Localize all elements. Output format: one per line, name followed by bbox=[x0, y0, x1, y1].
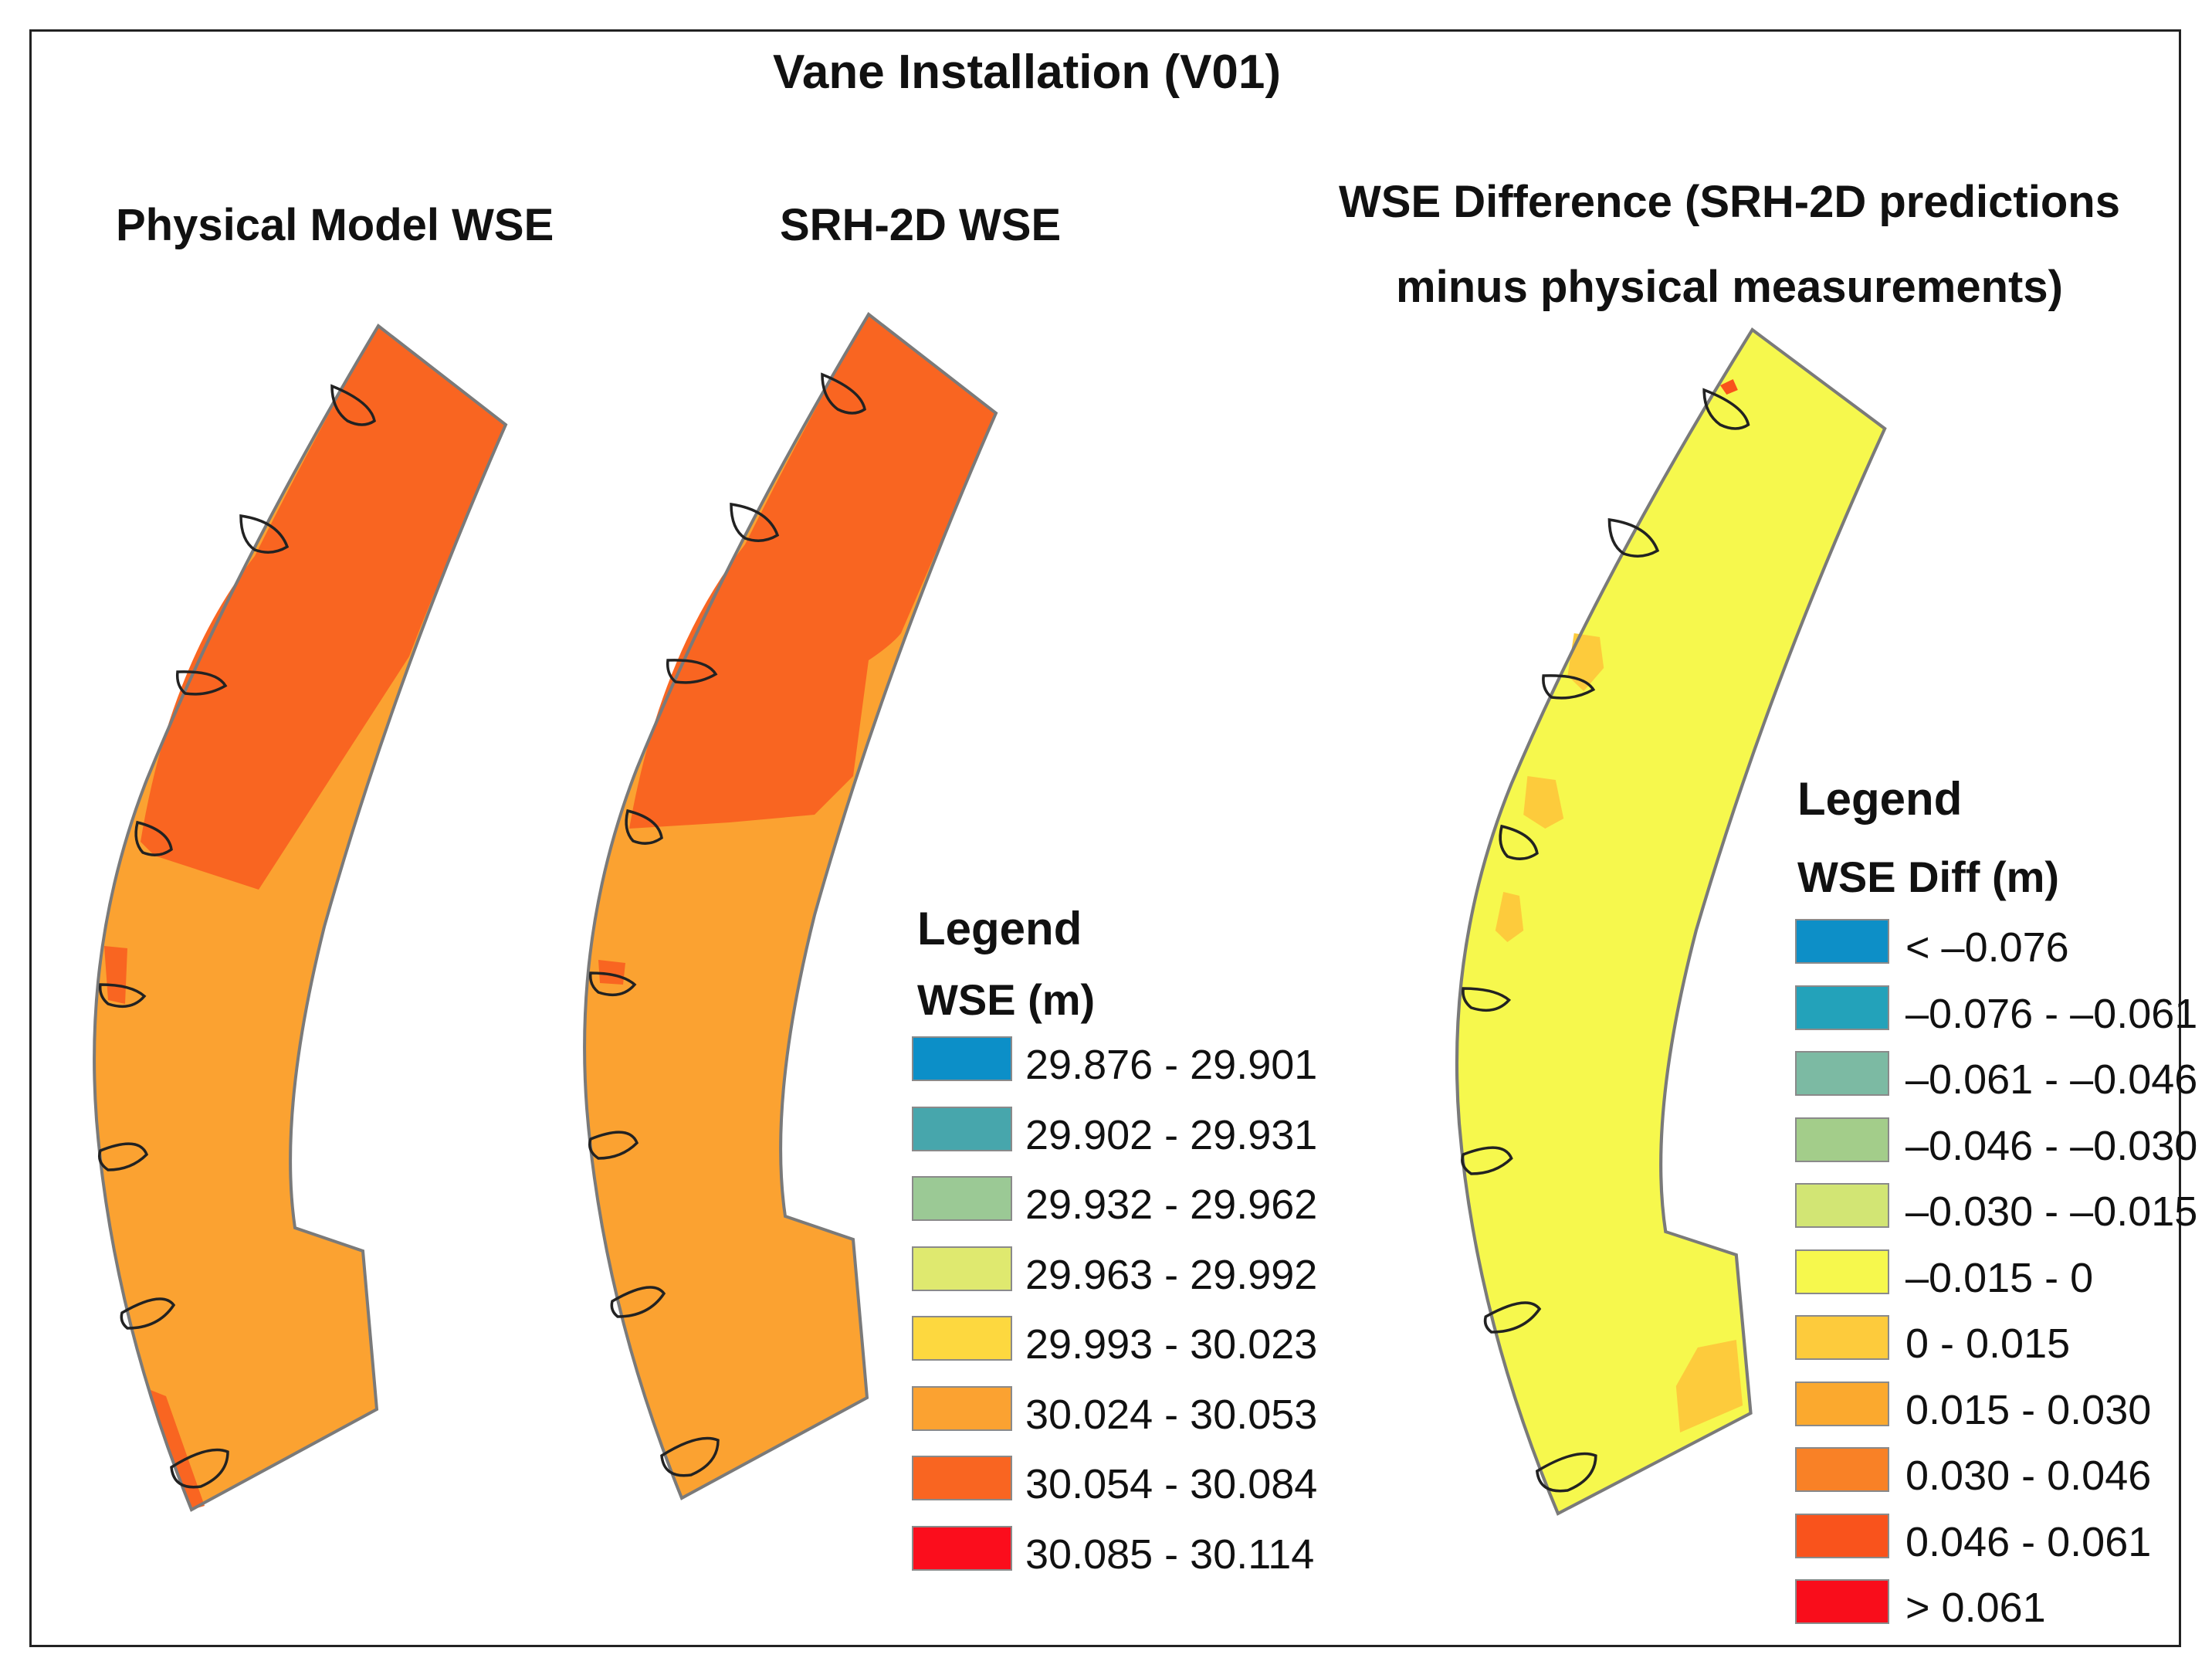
vane-outline bbox=[134, 820, 173, 856]
vane-outline bbox=[120, 1297, 176, 1330]
srh-vane-outlines bbox=[588, 372, 866, 1477]
physical-upstream-zone bbox=[141, 326, 506, 890]
physical-vane-outlines bbox=[98, 384, 376, 1489]
vane-outline bbox=[98, 983, 147, 1009]
legend-label: < –0.076 bbox=[1905, 924, 2069, 971]
srh-left-bank-patch bbox=[598, 960, 625, 985]
legend-swatch bbox=[912, 1106, 1012, 1151]
legend-swatch bbox=[912, 1385, 1012, 1431]
figure-title: Vane Installation (V01) bbox=[772, 46, 1282, 99]
difference-panel-title-line2: minus physical measurements) bbox=[1396, 262, 2063, 312]
legend-swatch bbox=[912, 1036, 1012, 1081]
figure-frame bbox=[29, 29, 2181, 1647]
legend-swatch bbox=[912, 1176, 1012, 1221]
physical-left-bank-patch bbox=[104, 946, 127, 1004]
physical-downstream-patch bbox=[151, 1390, 205, 1510]
legend-label: 30.054 - 30.084 bbox=[1025, 1461, 1318, 1507]
legend-label: –0.076 - –0.061 bbox=[1905, 990, 2198, 1037]
difference-map bbox=[1457, 330, 1885, 1514]
legend-swatch bbox=[1795, 1249, 1889, 1294]
vane-outline bbox=[1483, 1301, 1542, 1334]
legend-label: 29.932 - 29.962 bbox=[1025, 1182, 1318, 1228]
vane-outline bbox=[1607, 517, 1660, 558]
wse-legend-heading: Legend bbox=[917, 903, 1082, 954]
legend-swatch bbox=[1795, 1381, 1889, 1426]
vane-outline bbox=[666, 659, 718, 684]
physical-panel-title: Physical Model WSE bbox=[116, 200, 554, 250]
difference-vane-outlines bbox=[1461, 388, 1750, 1493]
legend-label: 29.993 - 30.023 bbox=[1025, 1321, 1318, 1368]
vane-outline bbox=[170, 1448, 229, 1489]
legend-label: 0 - 0.015 bbox=[1905, 1320, 2071, 1367]
vane-outline bbox=[175, 670, 228, 696]
vane-outline bbox=[588, 971, 637, 997]
legend-swatch bbox=[912, 1316, 1012, 1361]
physical-wse-map bbox=[93, 324, 507, 1511]
legend-label: –0.061 - –0.046 bbox=[1905, 1056, 2198, 1103]
legend-label: 29.963 - 29.992 bbox=[1025, 1251, 1318, 1298]
vane-outline bbox=[1461, 1146, 1513, 1175]
difference-patch-top bbox=[1720, 379, 1738, 395]
legend-label: 30.024 - 30.053 bbox=[1025, 1391, 1318, 1438]
vane-outline bbox=[625, 809, 663, 845]
vane-outline bbox=[1702, 388, 1750, 430]
vane-outline bbox=[330, 384, 376, 426]
legend-label: 0.030 - 0.046 bbox=[1905, 1453, 2152, 1499]
legend-label: > 0.061 bbox=[1905, 1585, 2046, 1631]
legend-label: 29.902 - 29.931 bbox=[1025, 1111, 1318, 1158]
difference-patch-upper bbox=[1567, 633, 1604, 691]
legend-label: 30.085 - 30.114 bbox=[1025, 1531, 1315, 1578]
legend-swatch bbox=[1795, 1183, 1889, 1228]
legend-label: 0.046 - 0.061 bbox=[1905, 1518, 2152, 1565]
legend-swatch bbox=[1795, 919, 1889, 964]
legend-swatch bbox=[1795, 1117, 1889, 1162]
vane-outline bbox=[239, 514, 290, 554]
legend-swatch bbox=[912, 1246, 1012, 1291]
vane-outline bbox=[1542, 674, 1596, 700]
legend-label: 29.876 - 29.901 bbox=[1025, 1042, 1318, 1088]
legend-swatch bbox=[912, 1456, 1012, 1500]
vane-outline bbox=[821, 372, 866, 415]
legend-label: 0.015 - 0.030 bbox=[1905, 1386, 2152, 1433]
srh-wse-map bbox=[583, 313, 998, 1500]
difference-patch-downstream bbox=[1675, 1340, 1743, 1432]
diff-legend-field: WSE Diff (m) bbox=[1797, 853, 2060, 901]
vane-outline bbox=[98, 1142, 149, 1171]
legend-label: –0.030 - –0.015 bbox=[1905, 1188, 2198, 1235]
legend-swatch bbox=[912, 1525, 1012, 1571]
vane-outline bbox=[1535, 1452, 1597, 1493]
legend-swatch bbox=[1795, 985, 1889, 1030]
diff-legend-heading: Legend bbox=[1797, 773, 1963, 825]
srh-panel-title: SRH-2D WSE bbox=[780, 200, 1062, 250]
legend-swatch bbox=[1795, 1315, 1889, 1360]
vane-outline bbox=[588, 1131, 639, 1160]
legend-swatch bbox=[1795, 1579, 1889, 1624]
legend-swatch bbox=[1795, 1513, 1889, 1558]
vane-outline bbox=[730, 502, 780, 542]
vane-outline bbox=[1462, 987, 1512, 1012]
legend-label: –0.015 - 0 bbox=[1905, 1254, 2094, 1301]
srh-upstream-zone bbox=[629, 314, 996, 829]
difference-patch-bank bbox=[1495, 892, 1524, 942]
legend-swatch bbox=[1795, 1051, 1889, 1096]
legend-label: –0.046 - –0.030 bbox=[1905, 1122, 2198, 1169]
vane-outline bbox=[660, 1436, 720, 1477]
legend-swatch bbox=[1795, 1447, 1889, 1492]
wse-legend-field: WSE (m) bbox=[917, 975, 1096, 1024]
vane-outline bbox=[610, 1286, 666, 1318]
difference-patch-middle bbox=[1523, 776, 1564, 829]
vane-outline bbox=[1499, 824, 1539, 860]
difference-panel-title-line1: WSE Difference (SRH-2D predictions bbox=[1339, 177, 2120, 227]
